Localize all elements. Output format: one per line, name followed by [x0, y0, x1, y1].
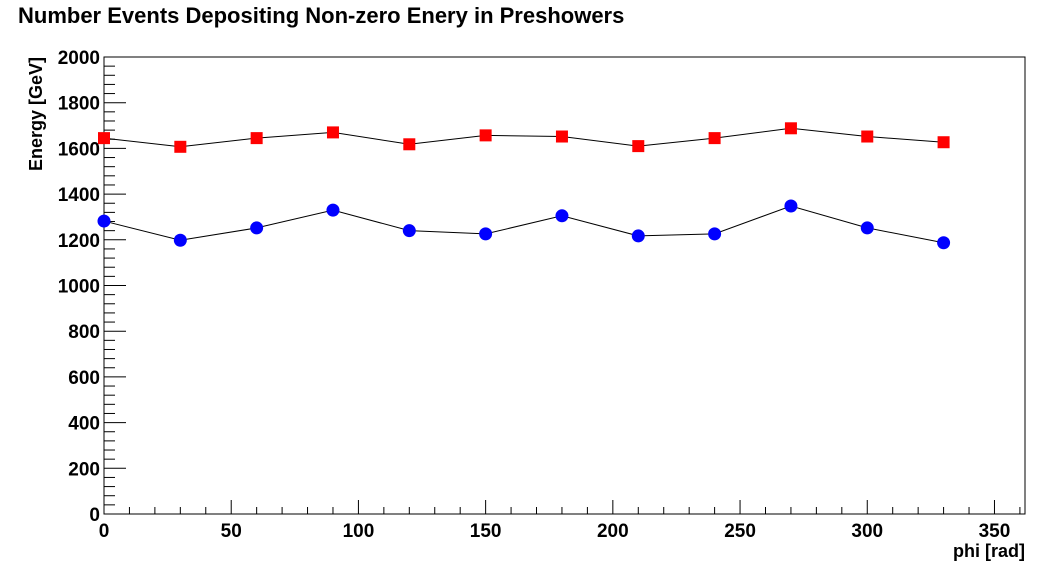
series-1-marker [98, 132, 110, 145]
series-2-marker [555, 209, 569, 223]
y-tick-label: 2000 [58, 48, 100, 69]
y-tick-label: 400 [68, 414, 100, 435]
x-tick-label: 200 [597, 521, 629, 542]
series-2-marker [97, 214, 111, 228]
series-2-marker [173, 233, 187, 247]
x-tick-label: 50 [221, 521, 242, 542]
y-axis-title: Energy [GeV] [26, 57, 46, 171]
series-1-line [103, 127, 944, 148]
series-1-marker [403, 138, 416, 151]
chart-title: Number Events Depositing Non-zero Enery … [18, 3, 625, 28]
series-1-marker [708, 132, 721, 145]
series-layer [97, 122, 951, 250]
x-tick-label: 250 [724, 521, 756, 542]
series-1-marker [250, 132, 263, 145]
y-tick-label: 1600 [58, 139, 100, 160]
series-2-marker [860, 221, 874, 235]
y-tick-label: 1000 [58, 277, 100, 298]
y-tick-label: 1400 [58, 185, 100, 206]
x-axis-ticks: 0 50 100 150 200 250 300 350 [99, 500, 1021, 542]
y-tick-label: 0 [89, 505, 100, 526]
x-tick-label: 0 [99, 521, 110, 542]
x-tick-label: 150 [470, 521, 502, 542]
y-axis-ticks: 0 200 400 600 800 1000 1200 1400 1600 1800 2000 [58, 48, 126, 526]
series-2-marker [784, 199, 798, 213]
x-tick-label: 350 [979, 521, 1011, 542]
series-1-marker [784, 122, 797, 135]
series-1-marker [326, 126, 339, 139]
series-1-marker [479, 129, 492, 142]
series-2-marker [250, 221, 264, 235]
series-1-marker [555, 130, 568, 143]
y-tick-label: 600 [68, 368, 100, 389]
series-2-line [103, 205, 944, 244]
x-tick-label: 100 [343, 521, 375, 542]
x-axis-title: phi [rad] [953, 541, 1025, 561]
y-tick-label: 1200 [58, 231, 100, 252]
x-tick-label: 300 [851, 521, 883, 542]
series-2-marker [402, 224, 416, 238]
y-tick-label: 200 [68, 459, 100, 480]
series-2-marker [708, 227, 722, 241]
y-tick-label: 800 [68, 322, 100, 343]
series-1-marker [937, 136, 950, 149]
y-tick-label: 1800 [58, 94, 100, 115]
series-2-marker [937, 236, 951, 250]
series-2-marker [631, 229, 645, 243]
series-1-marker [632, 140, 645, 153]
series-2-marker [479, 227, 493, 241]
plot-frame [103, 56, 1026, 515]
series-1-marker [861, 130, 874, 143]
series-1-marker [174, 140, 187, 153]
series-2-marker [326, 203, 340, 217]
